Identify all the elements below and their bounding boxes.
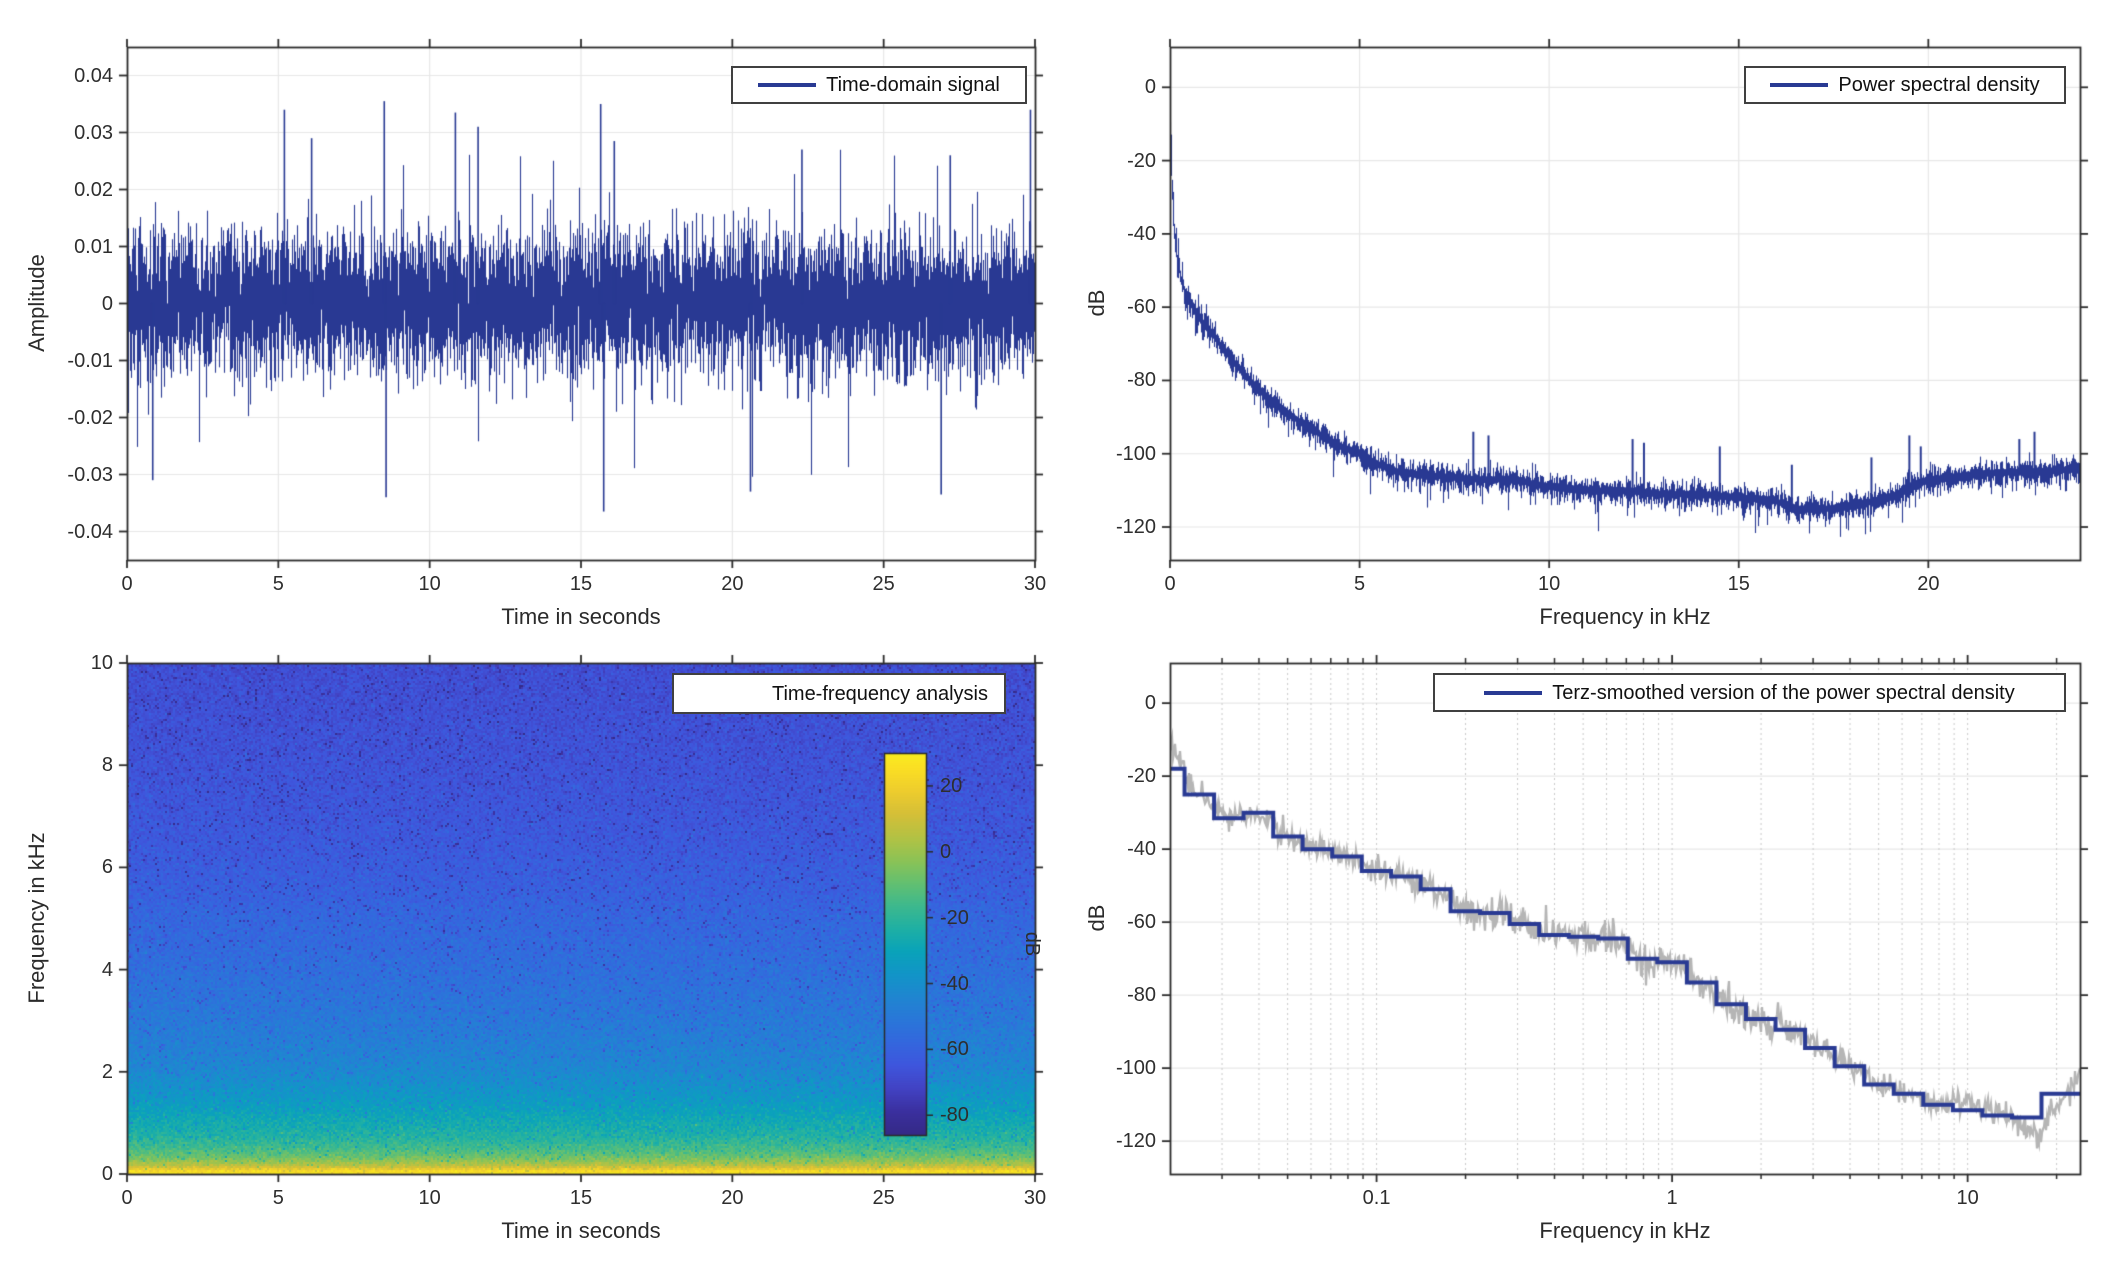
psd-ytick: -100: [1115, 442, 1156, 465]
psd-ytick: -40: [1127, 222, 1156, 245]
time-domain-ylabel: Amplitude: [24, 254, 49, 352]
terz-legend: Terz-smoothed version of the power spect…: [1433, 673, 2066, 712]
spectrogram-ytick: 10: [90, 652, 113, 674]
spectrogram-xtick: 25: [872, 1187, 895, 1209]
legend-line-sample: [1770, 83, 1829, 87]
time-domain-ytick: -0.01: [67, 349, 113, 372]
spectrogram-xtick: 5: [272, 1187, 284, 1209]
psd-xtick: 20: [1917, 573, 1940, 595]
terz-ylabel: dB: [1084, 904, 1109, 932]
time-domain-xlabel: Time in seconds: [501, 604, 661, 629]
time-domain-ytick: 0: [101, 292, 113, 315]
legend-label: Terz-smoothed version of the power spect…: [1552, 681, 2015, 704]
spectrogram-xtick: 30: [1023, 1187, 1047, 1209]
spectrogram-ylabel: Frequency in kHz: [24, 832, 49, 1004]
spectrogram-xlabel: Time in seconds: [501, 1218, 661, 1243]
terz-ytick: -40: [1127, 838, 1156, 861]
legend-line-sample: [1484, 690, 1543, 695]
time-domain-ytick: -0.03: [67, 463, 113, 486]
terz-xtick: 0.1: [1362, 1187, 1391, 1209]
terz-xtick: 1: [1666, 1187, 1678, 1209]
terz-ytick: -100: [1115, 1057, 1156, 1080]
time-domain-ytick: 0.01: [74, 235, 113, 258]
legend-label: Power spectral density: [1838, 74, 2040, 96]
spectrogram-ytick: 2: [101, 1060, 113, 1083]
spectrogram-ytick: 0: [101, 1163, 113, 1185]
psd-xtick: 0: [1164, 573, 1176, 595]
colorbar-db-label: dB: [1021, 931, 1043, 957]
colorbar-tick: 20: [940, 774, 963, 797]
spectrogram-xtick: 15: [569, 1187, 593, 1209]
time-domain-xtick: 5: [272, 573, 284, 595]
terz-ytick: 0: [1144, 692, 1156, 715]
spectrogram-xtick: 10: [418, 1187, 441, 1209]
legend-line-sample: [758, 83, 817, 87]
psd-ytick: -60: [1127, 296, 1156, 319]
legend-label: Time-domain signal: [826, 74, 1000, 96]
spectrogram-legend: Time-frequency analysis: [672, 673, 1006, 714]
time-domain-ytick: -0.04: [67, 520, 113, 543]
time-domain-xtick: 25: [872, 573, 895, 595]
time-domain-xtick: 15: [569, 573, 593, 595]
spectrogram-ytick: 6: [101, 856, 113, 879]
psd-xtick: 15: [1727, 573, 1750, 595]
psd-ytick: 0: [1144, 76, 1156, 99]
colorbar-tick: -20: [940, 906, 969, 929]
time-domain-xtick: 30: [1023, 573, 1047, 595]
time-domain-legend: Time-domain signal: [731, 66, 1027, 104]
spectrogram-ytick: 4: [101, 958, 113, 981]
colorbar-tick: 0: [940, 840, 952, 863]
time-domain-ytick: -0.02: [67, 406, 113, 429]
psd-ytick: -20: [1127, 149, 1156, 172]
time-domain-ytick: 0.02: [74, 178, 113, 201]
time-domain-xtick: 20: [721, 573, 744, 595]
time-domain-ytick: 0.03: [74, 121, 113, 144]
legend-label: Time-frequency analysis: [771, 682, 988, 705]
terz-ytick: -60: [1127, 911, 1156, 934]
psd-ylabel: dB: [1084, 289, 1109, 317]
spectrogram-xtick: 20: [721, 1187, 744, 1209]
spectrogram-ytick: 8: [101, 754, 113, 777]
psd-legend: Power spectral density: [1744, 66, 2066, 104]
psd-xtick: 5: [1354, 573, 1366, 595]
time-domain-ytick: 0.04: [74, 64, 113, 87]
psd-xtick: 10: [1538, 573, 1561, 595]
terz-ytick: -120: [1115, 1130, 1156, 1153]
time-domain-xtick: 0: [121, 573, 133, 595]
psd-ytick: -80: [1127, 369, 1156, 392]
terz-xlabel: Frequency in kHz: [1539, 1218, 1711, 1243]
terz-ytick: -80: [1127, 984, 1156, 1007]
colorbar-tick: -80: [940, 1104, 969, 1127]
terz-xtick: 10: [1956, 1187, 1979, 1209]
psd-xlabel: Frequency in kHz: [1539, 604, 1711, 629]
time-domain-xtick: 10: [418, 573, 441, 595]
psd-ytick: -120: [1115, 516, 1156, 539]
terz-ytick: -20: [1127, 765, 1156, 788]
colorbar-tick: -60: [940, 1038, 969, 1061]
spectrogram-xtick: 0: [121, 1187, 133, 1209]
colorbar-tick: -40: [940, 972, 969, 995]
